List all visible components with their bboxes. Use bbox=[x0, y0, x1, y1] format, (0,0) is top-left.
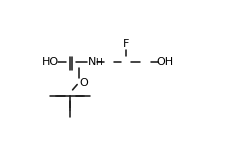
Text: OH: OH bbox=[156, 57, 173, 67]
Text: HO: HO bbox=[42, 57, 59, 67]
Text: H: H bbox=[95, 58, 102, 67]
Text: O: O bbox=[80, 78, 89, 88]
Text: N: N bbox=[88, 57, 96, 67]
Text: F: F bbox=[123, 39, 129, 49]
